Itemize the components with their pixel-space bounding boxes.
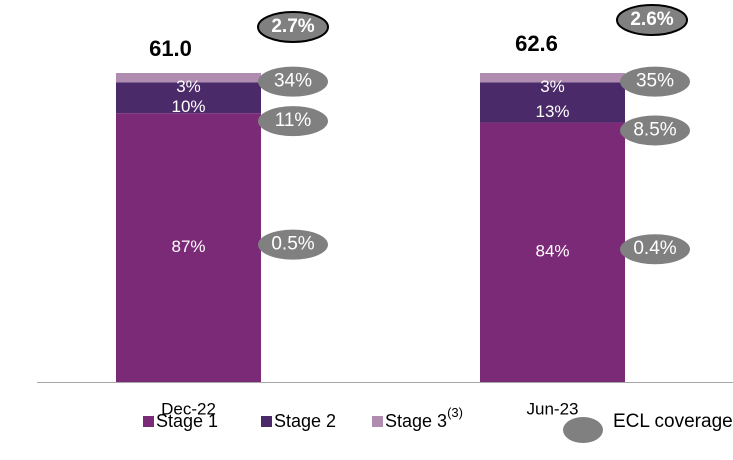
coverage-label: 34% bbox=[274, 71, 312, 92]
coverage-label: 2.6% bbox=[630, 9, 673, 30]
segment-label: 10% bbox=[171, 97, 205, 116]
total-label: 62.6 bbox=[515, 31, 558, 56]
bar-segment bbox=[116, 82, 261, 114]
coverage-bubble bbox=[620, 66, 690, 97]
legend-swatch bbox=[143, 416, 154, 427]
bar-segment bbox=[480, 122, 625, 382]
coverage-label: 2.7% bbox=[271, 16, 314, 37]
coverage-label: 35% bbox=[636, 71, 674, 92]
bar-segment bbox=[480, 73, 625, 83]
coverage-bubble bbox=[620, 234, 690, 265]
legend-label: Stage 3(3) bbox=[385, 405, 463, 430]
x-tick-label: Jun-23 bbox=[527, 399, 579, 418]
legend-label: ECL coverage bbox=[613, 411, 733, 432]
coverage-bubble bbox=[257, 11, 329, 43]
coverage-label: 11% bbox=[275, 110, 312, 131]
x-tick-label: Dec-22 bbox=[161, 399, 216, 418]
legend-swatch bbox=[261, 416, 272, 427]
coverage-label: 8.5% bbox=[633, 119, 676, 140]
coverage-label: 0.4% bbox=[633, 238, 676, 259]
bar-segment bbox=[480, 82, 625, 123]
coverage-bubble bbox=[258, 106, 328, 137]
coverage-label: 0.5% bbox=[271, 234, 314, 255]
legend-bubble bbox=[563, 417, 603, 443]
segment-label: 84% bbox=[535, 242, 569, 261]
segment-label: 13% bbox=[535, 102, 569, 121]
segment-label: 3% bbox=[540, 77, 565, 96]
legend-label: Stage 1 bbox=[156, 411, 218, 431]
legend-label: Stage 2 bbox=[274, 411, 336, 431]
bar-segment bbox=[116, 73, 261, 83]
segment-label: 87% bbox=[171, 237, 205, 256]
coverage-bubble bbox=[258, 229, 328, 260]
coverage-bubble bbox=[616, 4, 688, 36]
legend-note: (3) bbox=[447, 405, 463, 420]
legend-swatch bbox=[372, 416, 383, 427]
coverage-bubble bbox=[620, 115, 690, 146]
coverage-bubble bbox=[258, 66, 328, 97]
segment-label: 3% bbox=[176, 77, 201, 96]
bar-segment bbox=[116, 113, 261, 383]
total-label: 61.0 bbox=[149, 36, 192, 61]
